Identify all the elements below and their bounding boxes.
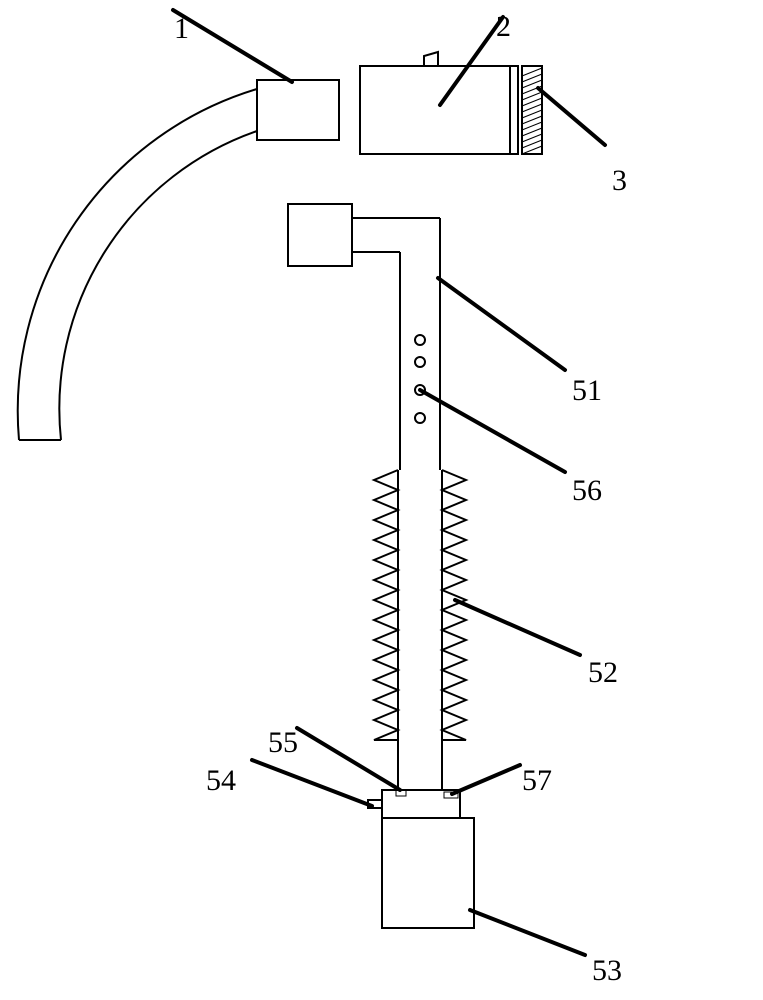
label-54: 54 bbox=[206, 764, 236, 797]
body-2-box bbox=[360, 66, 510, 154]
label-57: 57 bbox=[522, 764, 552, 797]
label-53: 53 bbox=[592, 954, 622, 987]
label-2: 2 bbox=[496, 10, 511, 43]
coupler-spacer bbox=[510, 66, 518, 154]
label-1: 1 bbox=[174, 12, 189, 45]
base-53-box bbox=[382, 818, 474, 928]
label-56: 56 bbox=[572, 474, 602, 507]
top-nub bbox=[424, 52, 438, 66]
label-55: 55 bbox=[268, 726, 298, 759]
leader-lines bbox=[173, 10, 605, 955]
technical-diagram: 1 2 3 51 52 53 54 55 56 57 bbox=[0, 0, 763, 1000]
junction-box bbox=[382, 790, 460, 818]
labels-group: 1 2 3 51 52 53 54 55 56 57 bbox=[174, 10, 627, 987]
connector-1-box bbox=[257, 80, 339, 140]
label-52: 52 bbox=[588, 656, 618, 689]
bellows-52 bbox=[374, 470, 466, 740]
label-3: 3 bbox=[612, 164, 627, 197]
coupler-3 bbox=[522, 66, 542, 154]
label-51: 51 bbox=[572, 374, 602, 407]
stem-below-bellows bbox=[398, 740, 442, 790]
arc-tube bbox=[18, 89, 257, 440]
holes-56 bbox=[415, 335, 425, 423]
